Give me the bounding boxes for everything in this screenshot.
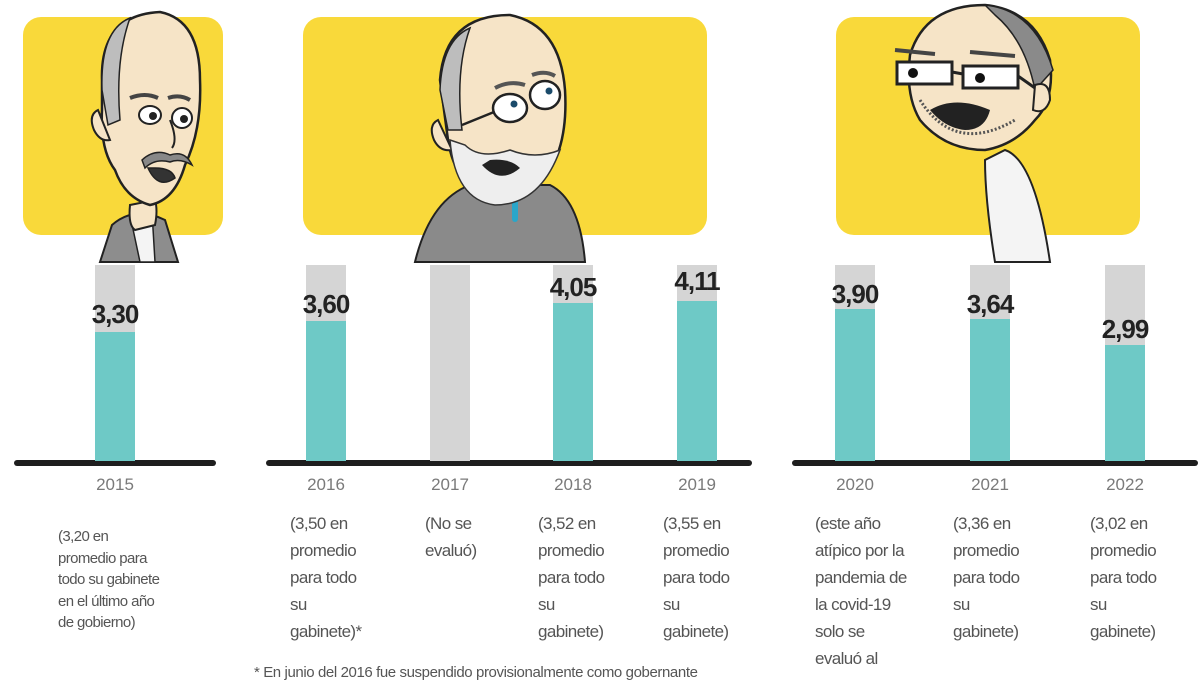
bar-fill-2015	[95, 332, 135, 461]
note-2020: (este año atípico por la pandemia de la …	[815, 514, 907, 668]
bar-value-label: 3,90	[831, 279, 880, 309]
footnote: * En junio del 2016 fue suspendido provi…	[254, 664, 698, 681]
bar-value-label: 4,05	[549, 272, 598, 302]
year-label-2021: 2021	[971, 475, 1009, 494]
axis-baseline-2	[266, 460, 752, 466]
bar-value-label: 3,60	[302, 289, 351, 319]
year-label-2018: 2018	[554, 475, 592, 494]
note-2018: (3,52 en promedio para todo su gabinete)	[538, 514, 605, 641]
bar-2021: 3,64	[967, 265, 1014, 461]
note-2017: (No se evaluó)	[425, 514, 477, 560]
bar-fill-2016	[306, 321, 346, 461]
bar-fill-2019	[677, 301, 717, 461]
year-label-2019: 2019	[678, 475, 716, 494]
note-2022: (3,02 en promedio para todo su gabinete)	[1090, 514, 1157, 641]
axis-baseline-1	[14, 460, 216, 466]
bar-fill-2022	[1105, 345, 1145, 461]
year-label-2020: 2020	[836, 475, 874, 494]
bar-value-label: 4,11	[674, 266, 720, 296]
bar-2018: 4,05	[550, 265, 597, 461]
note-2021: (3,36 en promedio para todo su gabinete)	[953, 514, 1020, 641]
bar-value-label: 3,64	[966, 289, 1015, 319]
bar-fill-2018	[553, 303, 593, 461]
caricature-1-icon	[90, 10, 202, 263]
note-2015: (3,20 en promedio para todo su gabinete …	[58, 528, 160, 631]
note-2016: (3,50 en promedio para todo su gabinete)…	[290, 514, 362, 641]
bar-2016: 3,60	[303, 265, 350, 461]
caricature-3-icon	[894, 3, 1054, 263]
bar-2019: 4,11	[674, 265, 721, 461]
bar-2022: 2,99	[1102, 265, 1149, 461]
year-label-2015: 2015	[96, 475, 134, 494]
axis-baseline-3	[792, 460, 1198, 466]
year-label-2016: 2016	[307, 475, 345, 494]
year-label-2017: 2017	[431, 475, 469, 494]
bar-value-label: 3,30	[91, 299, 140, 329]
year-label-2022: 2022	[1106, 475, 1144, 494]
caricature-2-icon	[413, 13, 587, 263]
bar-2015: 3,30	[92, 265, 139, 461]
bar-2020: 3,90	[832, 265, 879, 461]
bar-fill-2020	[835, 309, 875, 461]
note-2019: (3,55 en promedio para todo su gabinete)	[663, 514, 730, 641]
bar-value-label: 2,99	[1101, 314, 1150, 344]
bar-fill-2021	[970, 319, 1010, 461]
bar-2017	[430, 265, 470, 461]
